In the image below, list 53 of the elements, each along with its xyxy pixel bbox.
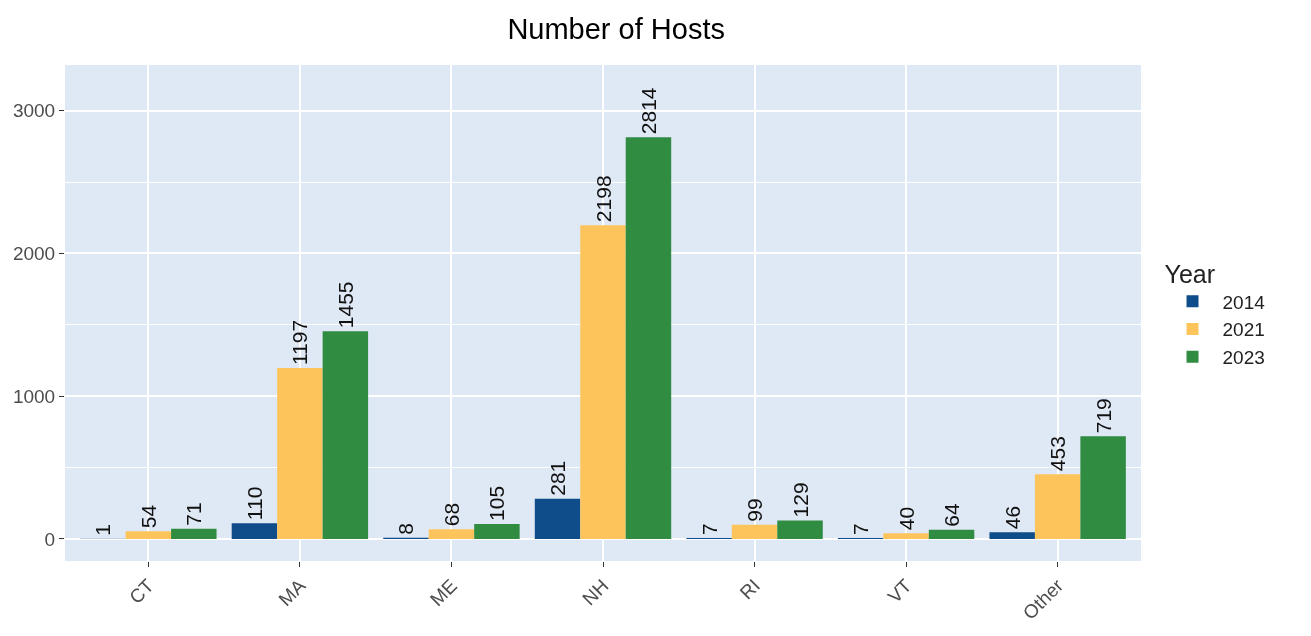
data-label: 1 [91,524,115,536]
x-tick-label: ME [425,575,461,610]
legend-label: 2021 [1222,319,1265,341]
data-label: 7 [697,523,721,535]
data-label: 2198 [591,175,615,223]
y-tick-label: 3000 [12,100,56,122]
chart-title: Number of Hosts [507,13,725,46]
x-tick-label: MA [274,574,310,610]
bar [125,531,172,539]
data-label: 99 [743,498,767,522]
bar [474,523,520,539]
y-tick-label: 0 [44,528,56,550]
y-tick-label: 1000 [12,385,56,407]
data-label: 105 [485,485,509,521]
x-tick-label: NH [578,575,613,610]
bar [580,225,626,539]
data-label: 8 [394,523,418,535]
data-label: 54 [136,504,160,529]
legend-label: 2014 [1222,291,1266,313]
bar [171,528,217,539]
data-label: 7 [849,523,873,535]
bar [989,532,1035,539]
data-label: 68 [439,502,463,527]
bar [322,331,369,539]
legend-title: Year [1164,259,1216,288]
bar [883,533,929,539]
data-label: 110 [242,486,266,521]
bar [534,498,581,539]
data-label: 40 [894,506,918,531]
bar [625,137,672,539]
x-tick-label: RI [735,575,765,604]
bar [731,524,778,539]
data-label: 719 [1091,398,1115,434]
data-label: 1197 [288,319,312,366]
bar [928,529,975,539]
bar [1080,436,1126,539]
x-tick-label: VT [883,574,916,608]
bar [777,520,823,539]
data-label: 46 [1000,505,1024,530]
data-label: 64 [940,503,964,527]
x-tick-label: CT [125,574,159,608]
bar [428,529,475,539]
bar [277,368,323,539]
data-label: 129 [788,482,812,518]
data-label: 453 [1046,436,1070,472]
data-label: 71 [182,502,206,526]
data-label: 1455 [333,281,357,329]
y-tick-label: 2000 [12,243,56,265]
data-label: 2814 [636,87,660,135]
legend-label: 2023 [1222,347,1265,369]
bar [1034,474,1081,539]
bar [231,523,278,539]
data-label: 281 [546,460,570,496]
